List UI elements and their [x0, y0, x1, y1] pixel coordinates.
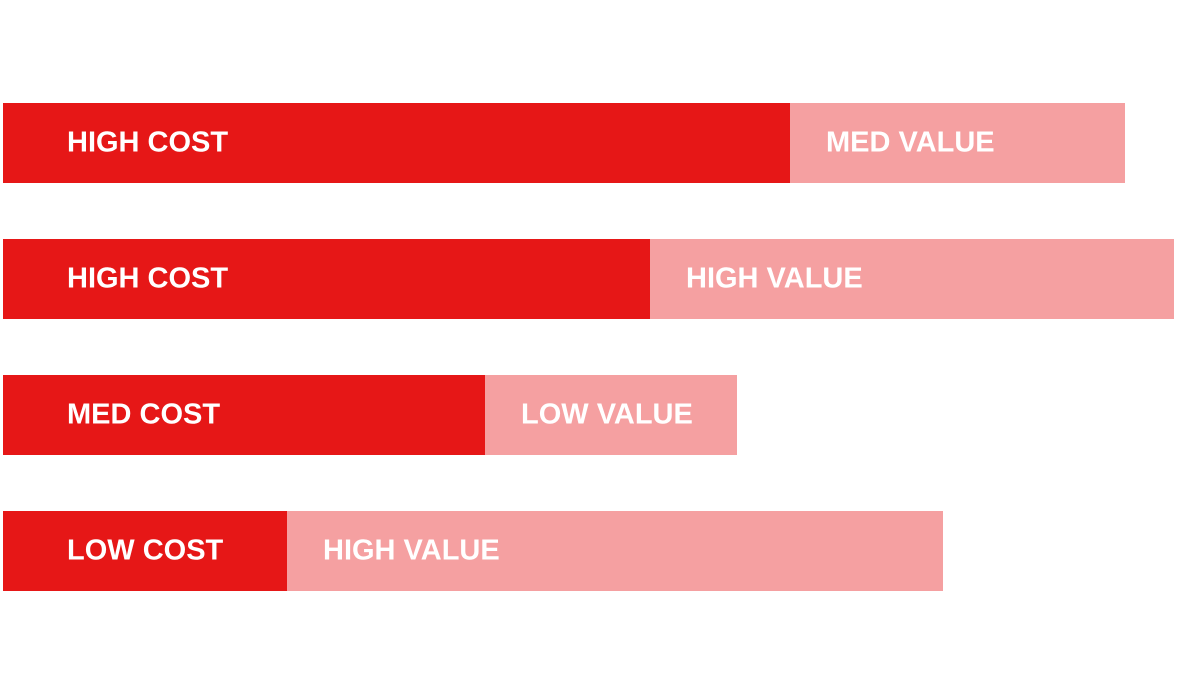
bar-segment [790, 103, 1125, 183]
segment-label: HIGH VALUE [323, 535, 500, 567]
bar-segment [3, 239, 650, 319]
segment-label: HIGH COST [67, 263, 228, 295]
segment-label: MED COST [67, 399, 220, 431]
segment-label: HIGH COST [67, 127, 228, 159]
segment-label: MED VALUE [826, 127, 995, 159]
bar-segment [3, 103, 790, 183]
segment-label: LOW COST [67, 535, 224, 567]
bar-segment [3, 511, 287, 591]
segment-label: LOW VALUE [521, 399, 693, 431]
segment-label: HIGH VALUE [686, 263, 863, 295]
bar-segment [3, 375, 485, 455]
bar-segment [287, 511, 943, 591]
bar-segment [485, 375, 737, 455]
bar-segment [650, 239, 1174, 319]
